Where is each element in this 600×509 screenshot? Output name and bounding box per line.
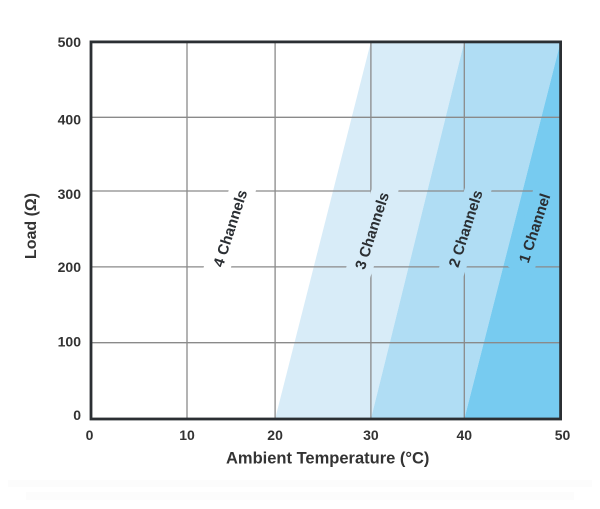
svg-text:10: 10: [179, 427, 195, 443]
svg-text:Load (Ω): Load (Ω): [23, 193, 40, 259]
svg-text:100: 100: [58, 334, 82, 350]
svg-text:0: 0: [73, 407, 81, 423]
svg-text:30: 30: [363, 427, 379, 443]
svg-text:50: 50: [555, 427, 571, 443]
svg-text:500: 500: [58, 34, 82, 50]
svg-text:40: 40: [457, 427, 473, 443]
svg-text:200: 200: [58, 259, 82, 275]
svg-text:0: 0: [86, 427, 94, 443]
svg-text:300: 300: [58, 186, 82, 202]
svg-text:400: 400: [58, 111, 82, 127]
svg-text:20: 20: [267, 427, 283, 443]
svg-text:Ambient Temperature (°C): Ambient Temperature (°C): [226, 449, 429, 467]
